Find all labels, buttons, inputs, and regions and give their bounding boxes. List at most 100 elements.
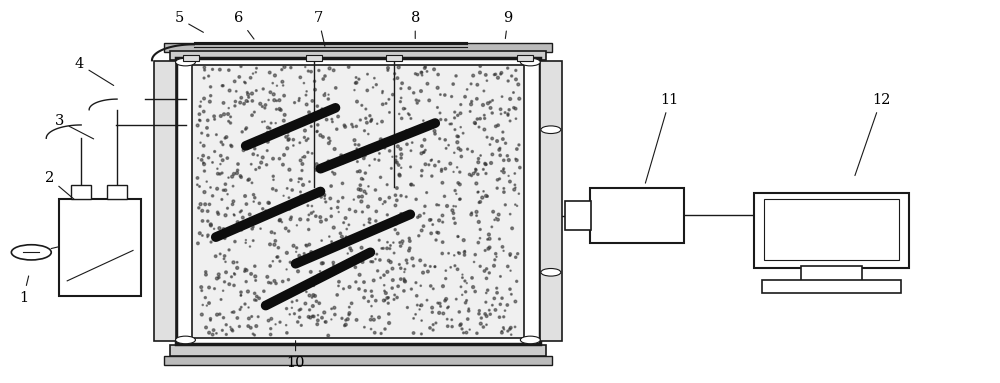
Point [253, 160, 269, 166]
Point [410, 214, 426, 220]
Point [445, 210, 461, 216]
Point [320, 332, 336, 339]
Point [393, 243, 409, 249]
Point [260, 301, 276, 308]
Point [356, 324, 372, 330]
Point [387, 227, 403, 233]
Point [340, 316, 356, 322]
Point [510, 250, 526, 257]
Point [467, 169, 483, 175]
Point [471, 155, 487, 162]
Point [432, 110, 448, 116]
Point [428, 237, 444, 243]
Point [231, 74, 247, 80]
Point [214, 170, 230, 176]
Point [427, 128, 443, 134]
Point [412, 257, 428, 264]
Point [234, 129, 250, 135]
Point [344, 300, 360, 306]
Point [199, 234, 215, 240]
Point [373, 275, 389, 281]
Point [389, 185, 405, 191]
Point [461, 306, 477, 312]
Point [227, 98, 243, 105]
Point [245, 70, 261, 77]
Point [424, 304, 440, 311]
Point [488, 250, 504, 257]
Point [380, 300, 396, 306]
Point [470, 159, 486, 165]
Point [291, 95, 307, 101]
Point [308, 213, 324, 219]
Point [502, 286, 518, 292]
Point [210, 209, 226, 215]
Point [276, 64, 292, 70]
Point [317, 192, 333, 198]
Point [233, 292, 249, 298]
Point [265, 258, 281, 264]
Point [475, 324, 491, 330]
Circle shape [541, 268, 561, 276]
Point [438, 268, 454, 274]
Point [251, 200, 267, 206]
Point [401, 85, 417, 91]
Point [211, 274, 227, 280]
Point [225, 183, 241, 189]
Point [396, 134, 412, 140]
Point [323, 183, 339, 189]
Point [284, 299, 300, 305]
Point [393, 151, 409, 157]
Point [195, 302, 211, 308]
Point [276, 126, 292, 133]
Point [196, 168, 212, 174]
Point [498, 140, 514, 146]
Point [270, 245, 286, 251]
Point [250, 314, 266, 320]
Point [459, 280, 475, 286]
Point [237, 193, 253, 199]
Point [477, 115, 493, 121]
Point [398, 194, 414, 200]
Point [194, 130, 210, 136]
Point [478, 72, 494, 78]
Point [348, 233, 364, 239]
Point [507, 170, 523, 177]
Point [478, 322, 494, 328]
Point [463, 101, 479, 107]
Point [375, 101, 391, 107]
Point [394, 80, 410, 86]
Circle shape [176, 58, 195, 66]
Point [511, 142, 527, 148]
Point [244, 90, 260, 97]
Point [328, 264, 344, 270]
Point [260, 139, 276, 145]
Point [499, 302, 515, 308]
Point [237, 301, 253, 307]
Point [298, 137, 314, 144]
Point [256, 300, 272, 306]
Bar [540, 61, 562, 340]
Point [279, 250, 295, 256]
Point [401, 235, 417, 241]
Point [399, 304, 415, 311]
Point [383, 165, 399, 172]
Point [416, 223, 432, 229]
Point [350, 153, 366, 159]
Point [507, 185, 523, 191]
Point [301, 226, 317, 232]
Point [416, 149, 432, 155]
Point [327, 146, 343, 152]
Point [354, 209, 370, 215]
Circle shape [11, 245, 51, 260]
Point [460, 316, 476, 322]
Point [368, 82, 384, 88]
Point [356, 222, 372, 228]
Point [439, 203, 455, 209]
Point [377, 326, 393, 332]
Point [225, 259, 241, 265]
Point [207, 149, 223, 155]
Point [416, 210, 432, 216]
Point [366, 147, 382, 153]
Point [464, 149, 480, 155]
Point [500, 111, 516, 117]
